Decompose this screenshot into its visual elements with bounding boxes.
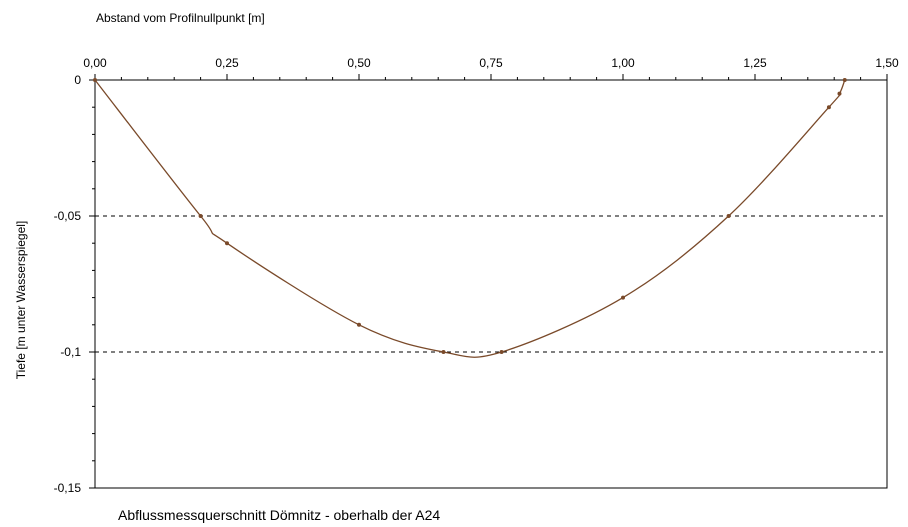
x-tick-label-3: 0,75 — [479, 56, 503, 70]
y-tick-label-1: -0,05 — [54, 209, 82, 223]
plot-area-frame — [94, 79, 888, 489]
data-point-0-0 — [93, 78, 97, 82]
y-tick-label-3: -0,15 — [54, 481, 82, 495]
grid-lines — [95, 215, 887, 353]
data-point-0-9 — [837, 91, 842, 96]
data-point-0-8 — [826, 105, 831, 110]
y-tick-label-0: 0 — [74, 73, 81, 87]
data-point-0-3 — [357, 322, 361, 327]
x-tick-label-2: 0,50 — [347, 56, 371, 70]
data-point-0-1 — [198, 214, 203, 218]
x-tick-label-6: 1,50 — [875, 56, 899, 70]
x-tick-label-4: 1,00 — [611, 56, 635, 70]
data-point-0-10 — [842, 78, 847, 82]
x-tick-label-5: 1,25 — [743, 56, 767, 70]
data-point-0-4 — [441, 350, 446, 354]
y-axis-title: Tiefe [m unter Wasserspiegel] — [14, 221, 28, 380]
x-tick-label-0: 0,00 — [83, 56, 107, 70]
x-axis-title: Abstand vom Profilnullpunkt [m] — [96, 11, 265, 25]
y-tick-label-2: -0,1 — [60, 345, 81, 359]
data-point-0-6 — [621, 295, 625, 300]
chart-caption: Abflussmessquerschnitt Dömnitz - oberhal… — [118, 507, 440, 523]
data-point-0-7 — [726, 214, 731, 218]
x-tick-labels: 0,00 0,25 0,50 0,75 1,00 1,25 1,50 — [83, 56, 899, 70]
data-point-0-2 — [225, 241, 229, 246]
series-layer — [93, 78, 847, 358]
y-tick-labels: 0 -0,05 -0,1 -0,15 — [54, 73, 82, 495]
data-point-0-5 — [499, 350, 504, 354]
x-tick-label-1: 0,25 — [215, 56, 239, 70]
